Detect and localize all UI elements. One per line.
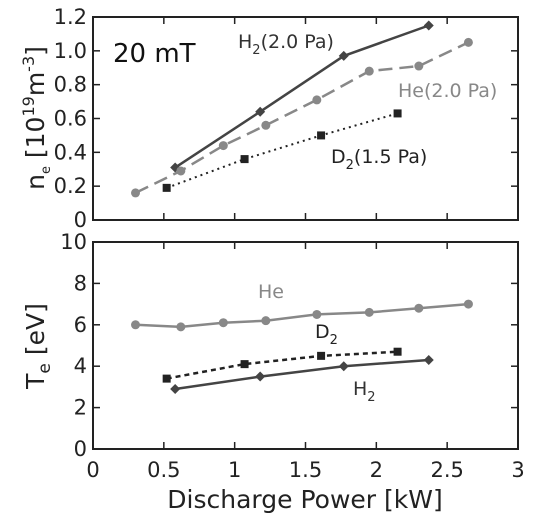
top-panel-series — [131, 20, 473, 198]
y-tick-label: 1.0 — [54, 39, 87, 63]
y-tick-label: 0 — [74, 437, 87, 461]
data-point — [162, 183, 171, 192]
x-tick-label: 0 — [86, 458, 99, 482]
bottom-panel-ticks: 0 2 4 6 8 10 0 0.5 1 1.5 2 2.5 3 — [60, 230, 524, 482]
x-tick-label: 2.5 — [430, 458, 463, 482]
data-point — [423, 354, 434, 365]
data-point — [131, 320, 140, 330]
data-point — [131, 188, 140, 198]
data-point — [176, 166, 186, 176]
data-point — [338, 50, 349, 61]
data-point — [317, 131, 326, 140]
series-line-he — [135, 302, 469, 329]
series-label-h2-bottom: H2 — [353, 378, 376, 405]
y-tick-label: 4 — [74, 354, 87, 378]
data-point — [255, 106, 266, 117]
x-tick-label: 1.5 — [289, 458, 322, 482]
y-tick-label: 0.4 — [54, 140, 87, 164]
series-line-h2-2-0-pa- — [174, 24, 430, 169]
top-ylabel: ne [1019m-3] — [19, 46, 54, 190]
data-point — [338, 361, 349, 372]
top-panel-ticks: 0 0.2 0.4 0.6 0.8 1.0 1.2 — [54, 5, 519, 232]
data-point — [463, 299, 473, 309]
data-point — [255, 371, 266, 382]
series-label-d2-top: D2(1.5 Pa) — [331, 146, 427, 173]
bottom-panel-frame — [92, 241, 519, 450]
data-point — [261, 120, 271, 130]
data-point — [423, 20, 434, 31]
y-tick-label: 0.6 — [54, 107, 87, 131]
data-point — [317, 351, 326, 360]
y-tick-label: 2 — [74, 396, 87, 420]
x-tick-label: 1 — [228, 458, 241, 482]
data-point — [170, 383, 181, 394]
series-label-h2-top: H2(2.0 Pa) — [238, 31, 334, 58]
data-point — [218, 141, 228, 151]
series-label-he-top: He(2.0 Pa) — [398, 80, 497, 102]
data-point — [414, 303, 424, 313]
data-point — [312, 95, 322, 105]
data-point — [393, 109, 402, 118]
bottom-ylabel: Te [eV] — [21, 303, 55, 390]
data-point — [240, 360, 249, 369]
data-point — [176, 322, 186, 332]
y-tick-label: 0.8 — [54, 73, 87, 97]
x-tick-label: 2 — [370, 458, 383, 482]
y-tick-label: 1.2 — [54, 5, 87, 29]
x-tick-label: 3 — [511, 458, 524, 482]
field-annotation: 20 mT — [113, 39, 196, 69]
data-point — [414, 61, 424, 71]
series-line-d2 — [166, 350, 398, 380]
data-point — [364, 307, 374, 317]
series-label-d2-bottom: D2 — [315, 321, 338, 348]
data-point — [218, 318, 228, 328]
x-tick-label: 0.5 — [147, 458, 180, 482]
data-point — [463, 37, 473, 47]
y-tick-label: 8 — [74, 271, 87, 295]
y-tick-label: 6 — [74, 313, 87, 337]
data-point — [364, 66, 374, 76]
data-point — [261, 316, 271, 326]
series-line-he-2-0-pa- — [134, 41, 469, 195]
series-line-h2 — [175, 358, 429, 391]
bottom-xlabel: Discharge Power [kW] — [167, 485, 442, 514]
bottom-panel-series — [131, 299, 473, 394]
data-point — [393, 347, 402, 356]
data-point — [312, 309, 322, 319]
series-label-he-bottom: He — [258, 281, 284, 303]
data-point — [162, 374, 171, 383]
y-tick-label: 0 — [74, 208, 87, 232]
y-tick-label: 10 — [60, 230, 87, 254]
data-point — [240, 155, 249, 164]
y-tick-label: 0.2 — [54, 174, 87, 198]
